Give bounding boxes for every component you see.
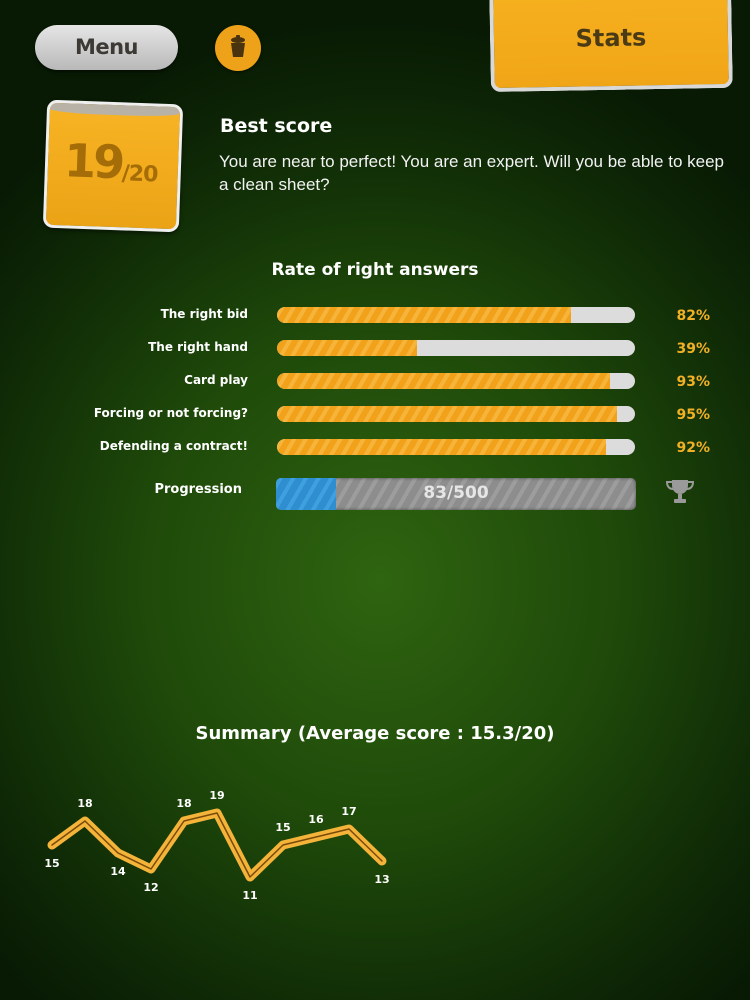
best-score-description: You are near to perfect! You are an expe… <box>219 152 724 194</box>
summary-point-label: 17 <box>341 805 356 818</box>
rate-percent: 92% <box>676 440 710 456</box>
rate-bar <box>277 340 635 356</box>
best-score-title: Best score <box>220 115 333 137</box>
rate-bar-fill <box>277 406 618 422</box>
progression-label: Progression <box>154 482 242 497</box>
summary-point-label: 13 <box>374 873 389 886</box>
rate-bar-fill <box>277 307 571 323</box>
menu-button[interactable]: Menu <box>35 25 178 70</box>
progression-text: 83/500 <box>423 483 489 503</box>
summary-point-label: 18 <box>77 797 92 810</box>
best-score-max: /20 <box>121 161 158 188</box>
progression-fill <box>276 478 336 510</box>
tab-stats-label: Stats <box>575 23 647 53</box>
best-score-value: 19 <box>63 133 124 190</box>
summary-point-label: 14 <box>110 865 126 878</box>
rate-percent: 95% <box>676 407 710 423</box>
summary-point-label: 19 <box>209 789 224 802</box>
summary-line-outline <box>47 808 387 882</box>
summary-point-label: 15 <box>44 857 59 870</box>
rate-label: Defending a contract! <box>99 439 248 453</box>
summary-point-label: 12 <box>143 881 158 894</box>
summary-line-chart: 15 18 14 12 18 19 11 15 16 17 13 <box>44 789 389 902</box>
rate-bar-fill <box>277 439 607 455</box>
rate-label: Forcing or not forcing? <box>93 406 248 420</box>
rate-label: The right bid <box>160 307 248 321</box>
rate-bar <box>277 439 635 455</box>
best-score-card: 19 /20 <box>42 99 184 233</box>
rate-percent: 93% <box>676 374 710 390</box>
trophy-icon[interactable] <box>664 477 696 505</box>
rates-title: Rate of right answers <box>271 260 479 280</box>
summary-point-label: 15 <box>275 821 290 834</box>
rate-percent: 82% <box>676 308 710 324</box>
progression-bar: 83/500 <box>276 478 636 510</box>
rate-bar <box>277 373 635 389</box>
rate-bar-fill <box>277 340 417 356</box>
trash-icon <box>231 35 245 57</box>
rate-bar <box>277 406 635 422</box>
summary-line <box>51 812 383 878</box>
summary-point-label: 11 <box>242 889 257 902</box>
summary-title: Summary (Average score : 15.3/20) <box>195 723 555 744</box>
rate-label: The right hand <box>148 340 248 354</box>
summary-point-label: 16 <box>308 813 324 826</box>
summary-point-label: 18 <box>176 797 191 810</box>
rate-bar-fill <box>277 373 610 389</box>
rate-label: Card play <box>184 373 248 387</box>
rate-bar <box>277 307 635 323</box>
trash-button[interactable] <box>215 25 261 71</box>
tab-stats[interactable]: Stats <box>489 0 733 93</box>
rate-percent: 39% <box>676 341 710 357</box>
